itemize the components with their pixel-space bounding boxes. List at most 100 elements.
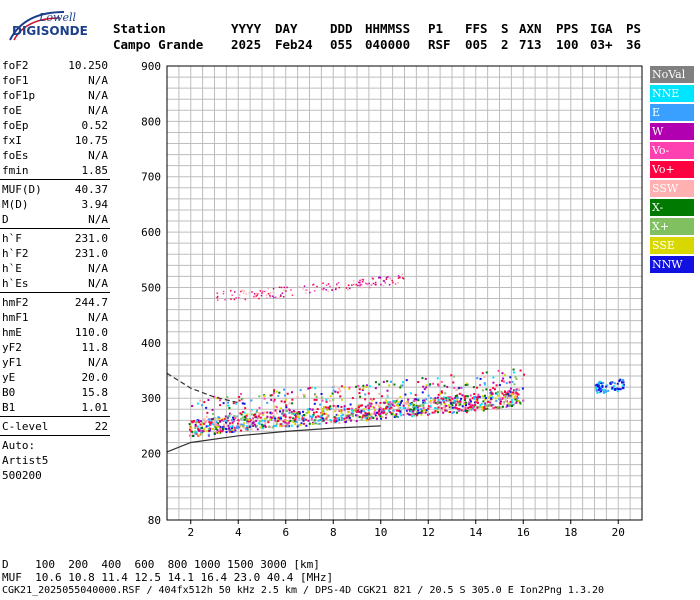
echo-point <box>348 387 351 390</box>
echo-point <box>387 403 390 406</box>
echo-point <box>325 412 328 415</box>
echo-point <box>387 276 389 278</box>
echo-point <box>316 422 319 425</box>
echo-point <box>481 389 484 392</box>
echo-point <box>440 403 443 406</box>
echo-point <box>258 406 261 409</box>
echo-point <box>485 388 488 391</box>
echo-point <box>400 414 403 417</box>
echo-point <box>286 392 289 395</box>
echo-point <box>393 414 396 417</box>
echo-point <box>322 289 325 291</box>
echo-point <box>512 371 515 374</box>
echo-point <box>347 414 350 417</box>
echo-point <box>343 386 346 389</box>
echo-point <box>278 296 281 298</box>
param-label: MUF(D) <box>2 183 42 196</box>
echo-point <box>320 415 323 418</box>
param-label: foEs <box>2 149 29 162</box>
echo-point <box>364 398 367 401</box>
echo-point <box>474 404 477 407</box>
echo-point <box>255 424 258 427</box>
echo-point <box>358 416 361 419</box>
echo-point <box>414 406 417 409</box>
echo-point <box>361 281 364 283</box>
echo-point <box>285 406 288 409</box>
echo-point <box>421 377 424 380</box>
echo-point <box>200 433 203 436</box>
echo-point <box>412 413 415 416</box>
echo-point <box>365 282 367 285</box>
param-label: h`F2 <box>2 247 29 260</box>
echo-point <box>473 397 476 400</box>
echo-point <box>278 417 281 420</box>
echo-point <box>246 422 249 425</box>
echo-point <box>262 290 264 293</box>
echo-point <box>275 423 278 426</box>
echo-point <box>469 398 472 401</box>
echo-point <box>434 401 437 404</box>
echo-point <box>495 384 498 387</box>
echo-point <box>440 380 443 383</box>
echo-point <box>505 382 508 385</box>
echo-point <box>363 416 366 419</box>
echo-point <box>262 427 265 430</box>
y-tick-label: 700 <box>141 171 161 184</box>
echo-point <box>256 417 259 420</box>
echo-point <box>457 402 460 405</box>
header-label-ffs: FFS <box>465 21 488 36</box>
echo-point <box>325 289 327 291</box>
echo-point <box>490 404 493 407</box>
echo-point <box>437 383 440 386</box>
echo-point <box>263 397 266 400</box>
echo-point <box>413 407 416 410</box>
echo-point <box>217 431 220 434</box>
echo-point <box>500 400 503 403</box>
echo-point <box>397 277 400 279</box>
echo-point <box>419 408 422 411</box>
echo-point <box>429 404 432 407</box>
echo-point <box>340 416 343 419</box>
echo-point <box>278 391 281 394</box>
echo-point <box>597 385 600 388</box>
echo-point <box>375 401 378 404</box>
echo-point <box>228 429 231 432</box>
legend-item: X+ <box>650 218 694 235</box>
autoscale-line: Auto: <box>2 439 36 452</box>
echo-point <box>305 289 308 291</box>
echo-point <box>515 388 518 391</box>
echo-point <box>311 408 314 411</box>
y-tick-label: 400 <box>141 337 161 350</box>
echo-point <box>471 397 474 400</box>
echo-point <box>477 397 480 400</box>
echo-point <box>284 420 287 423</box>
echo-point <box>211 428 214 431</box>
echo-point <box>282 412 285 415</box>
echo-point <box>262 413 265 416</box>
echo-point <box>292 417 295 420</box>
echo-point <box>261 412 264 415</box>
echo-point <box>352 409 355 412</box>
echo-point <box>484 398 487 401</box>
echo-point <box>212 412 215 415</box>
echo-point <box>241 402 244 405</box>
echo-point <box>451 411 454 414</box>
echo-point <box>429 383 432 386</box>
x-tick-label: 4 <box>235 526 242 539</box>
echo-point <box>618 380 621 383</box>
echo-point <box>454 395 457 398</box>
echo-point <box>329 405 332 408</box>
echo-point <box>477 393 480 396</box>
echo-point <box>434 407 437 410</box>
echo-point <box>617 388 620 391</box>
echo-point <box>464 384 467 387</box>
echo-point <box>222 293 225 295</box>
echo-point <box>293 413 296 416</box>
echo-point <box>359 396 362 399</box>
echo-point <box>279 416 282 419</box>
echo-point <box>221 429 224 432</box>
plot-axes: 2 4 6 8 10 12 14 16 18 20 80 200 300 400 500 600 700 800 9… <box>141 60 643 539</box>
digisonde-logo: Lowell DIGISONDE <box>4 6 104 42</box>
echo-point <box>369 417 372 420</box>
echo-point <box>222 402 225 405</box>
